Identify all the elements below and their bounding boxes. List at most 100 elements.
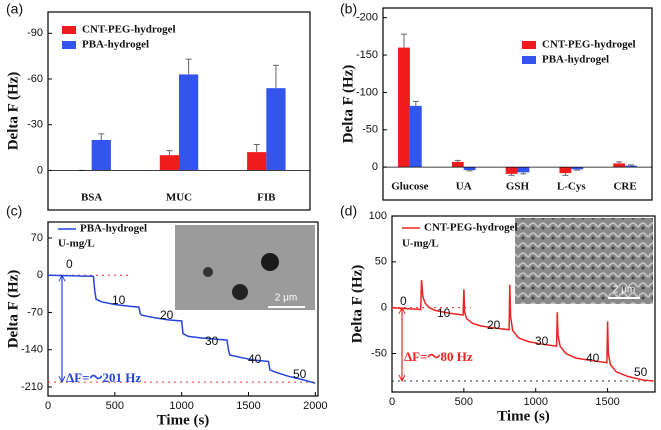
step-label: 30 xyxy=(205,334,219,348)
x-tick-label: 0 xyxy=(389,396,395,408)
inset-image xyxy=(515,218,653,304)
x-tick-label: CRE xyxy=(613,181,636,193)
step-label: 0 xyxy=(66,257,73,271)
y-tick-label: 50 xyxy=(375,256,387,268)
bar xyxy=(625,165,637,168)
step-label: 20 xyxy=(487,318,501,332)
plot-frame xyxy=(382,7,653,201)
x-tick-label: FIB xyxy=(257,192,276,204)
x-tick-label: 1500 xyxy=(236,400,260,412)
y-tick-label: 0 xyxy=(372,161,378,173)
step-label: 20 xyxy=(160,308,174,322)
step-label: 50 xyxy=(293,367,307,381)
data-line xyxy=(391,280,654,382)
x-tick-label: L-Cys xyxy=(557,181,586,193)
delta-label: ΔF=～201 Hz xyxy=(66,370,141,385)
x-tick-label: GSH xyxy=(506,181,530,193)
x-axis-title: Time (s) xyxy=(157,412,210,428)
bar xyxy=(463,167,476,171)
y-tick-label: -210 xyxy=(21,381,43,393)
y-axis-title: Delta F (Hz) xyxy=(340,65,356,144)
y-tick-label: -140 xyxy=(21,344,43,356)
panel-label: (c) xyxy=(6,203,22,219)
step-label: 10 xyxy=(112,293,126,307)
bar xyxy=(159,155,179,171)
y-tick-label: -100 xyxy=(356,86,378,98)
x-tick-label: MUC xyxy=(166,192,192,204)
inset-feature xyxy=(203,267,213,277)
delta-label: ΔF=～80 Hz xyxy=(404,349,473,364)
y-axis-title: Delta F (Hz) xyxy=(5,270,21,349)
y-axis-title: Delta F (Hz) xyxy=(5,72,21,151)
arrow-head xyxy=(58,274,66,384)
bar xyxy=(517,167,530,173)
legend-swatch xyxy=(62,26,76,34)
step-label: 10 xyxy=(437,306,451,320)
unit-label: U-mg/L xyxy=(58,238,95,250)
y-tick-label: 0 xyxy=(37,269,43,281)
unit-label: U-mg/L xyxy=(402,238,439,250)
bar xyxy=(409,105,422,168)
bar xyxy=(91,139,111,171)
y-tick-label: -90 xyxy=(27,27,43,39)
panel-label: (a) xyxy=(6,1,23,17)
bar xyxy=(613,163,626,168)
y-tick-label: -50 xyxy=(362,124,378,136)
y-tick-label: 0 xyxy=(37,164,43,176)
x-tick-label: 0 xyxy=(45,400,51,412)
arrow-head xyxy=(398,306,406,383)
x-tick-label: 500 xyxy=(455,396,473,408)
bar xyxy=(505,167,518,174)
legend-label: PBA-hydrogel xyxy=(82,39,149,51)
x-axis-title: Time (s) xyxy=(497,408,550,424)
step-label: 30 xyxy=(535,334,549,348)
scale-label: 2 μm xyxy=(613,285,635,296)
panel-label: (d) xyxy=(340,203,357,219)
plot-frame xyxy=(47,11,311,211)
bar xyxy=(247,152,267,171)
legend-label: CNT-PEG-hydrogel xyxy=(542,39,636,51)
bar xyxy=(451,161,464,168)
legend-label: CNT-PEG-hydrogel xyxy=(82,24,176,36)
x-tick-label: 1000 xyxy=(523,396,547,408)
y-axis-title: Delta F (Hz) xyxy=(349,265,365,344)
y-tick-label: -50 xyxy=(371,347,387,359)
bar xyxy=(266,88,286,171)
x-tick-label: BSA xyxy=(81,192,102,204)
y-tick-label: 70 xyxy=(31,232,43,244)
y-tick-label: -70 xyxy=(27,306,43,318)
scale-label: 2 μm xyxy=(275,293,297,304)
step-label: 40 xyxy=(586,351,600,365)
legend-swatch xyxy=(62,41,76,49)
y-tick-label: 0 xyxy=(381,302,387,314)
panel-label: (b) xyxy=(340,1,357,17)
inset-feature xyxy=(261,253,279,271)
x-tick-label: 1500 xyxy=(595,396,619,408)
bar xyxy=(179,74,199,171)
y-tick-label: -60 xyxy=(27,73,43,85)
legend-swatch xyxy=(522,56,536,64)
y-tick-label: -200 xyxy=(356,12,378,24)
step-label: 0 xyxy=(400,294,407,308)
bar xyxy=(398,47,410,168)
x-tick-label: UA xyxy=(456,181,472,193)
legend-label: PBA-hydrogel xyxy=(542,54,609,66)
bar xyxy=(559,167,572,174)
legend-label: PBA-hydrogel xyxy=(80,223,147,235)
y-tick-label: -30 xyxy=(27,119,43,131)
x-tick-label: Glucose xyxy=(391,181,428,193)
x-tick-label: 500 xyxy=(106,400,124,412)
inset-feature xyxy=(232,284,248,300)
bar xyxy=(571,167,584,170)
step-label: 40 xyxy=(248,352,262,366)
plot-frame xyxy=(47,221,319,397)
plot-frame xyxy=(391,215,656,393)
x-tick-label: 1000 xyxy=(169,400,193,412)
x-tick-label: 2000 xyxy=(303,400,327,412)
legend-label: CNT-PEG-hydrogel xyxy=(424,222,518,234)
y-tick-label: -150 xyxy=(356,49,378,61)
step-label: 50 xyxy=(634,365,648,379)
legend-swatch xyxy=(522,41,536,49)
data-line xyxy=(47,274,316,384)
